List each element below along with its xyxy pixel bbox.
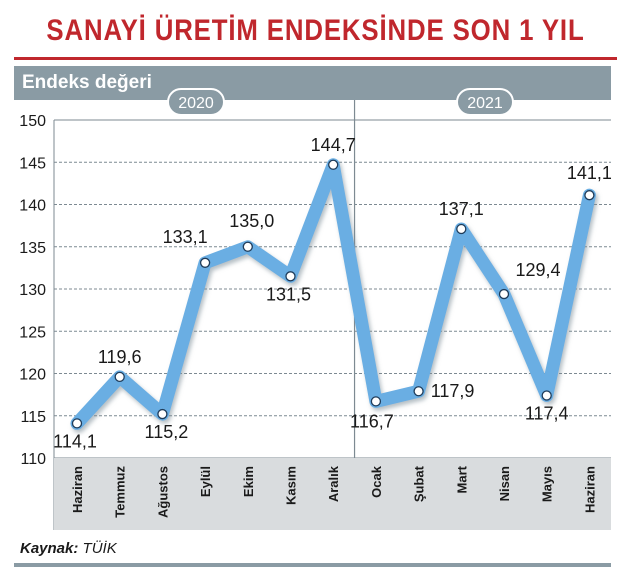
data-label: 141,1 (567, 163, 612, 183)
data-label: 131,5 (266, 284, 311, 304)
x-tick-label: Ocak (369, 465, 384, 498)
x-tick-label: Nisan (497, 466, 512, 501)
series-line (70, 158, 596, 430)
x-tick-label: Eylül (198, 466, 213, 497)
data-point (157, 408, 168, 420)
y-tick-label: 120 (19, 367, 46, 384)
data-points (71, 159, 595, 429)
source-note: Kaynak: TÜİK (20, 540, 117, 557)
x-tick-label: Mayıs (540, 466, 555, 502)
y-tick-label: 115 (20, 409, 46, 426)
data-label: 133,1 (163, 227, 208, 247)
x-tick-labels: Haziran Temmuz Ağustos Eylül Ekim Kasım Aralık… (70, 465, 597, 518)
source-label: Kaynak: (20, 540, 79, 557)
data-point (199, 257, 211, 268)
data-label: 137,1 (439, 199, 484, 219)
source-value: TÜİK (82, 540, 117, 557)
series-line-path (70, 158, 596, 430)
x-tick-label: Temmuz (113, 466, 128, 518)
year-pill (456, 88, 514, 116)
data-label: 119,6 (98, 347, 142, 367)
data-point (114, 371, 125, 383)
bottom-rule (14, 563, 611, 567)
x-tick-label: Mart (454, 465, 469, 493)
y-tick-label: 140 (19, 198, 46, 215)
year-pill (167, 88, 225, 116)
y-axis-label: Endeks değeri (22, 72, 152, 93)
data-point (370, 396, 382, 407)
y-tick-label: 135 (19, 240, 46, 257)
x-axis-band-bg (54, 458, 611, 530)
data-point (242, 241, 253, 252)
x-tick-label: Haziran (70, 466, 85, 513)
x-tick-label: Aralık (326, 465, 341, 502)
data-label: 114,1 (53, 431, 97, 451)
y-tick-label: 150 (19, 113, 46, 130)
x-tick-label: Kasım (284, 466, 299, 505)
chart-title: SANAYİ ÜRETİM ENDEKSİNDE SON 1 YIL (46, 14, 585, 47)
data-point (328, 159, 339, 170)
data-label: 116,7 (350, 411, 394, 431)
data-label: 117,4 (525, 403, 569, 423)
x-tick-label: Haziran (582, 466, 597, 513)
data-point (456, 223, 467, 235)
data-point (413, 386, 424, 397)
y-tick-label: 125 (19, 324, 46, 341)
data-label: 144,7 (311, 135, 356, 155)
x-tick-label: Ağustos (155, 466, 170, 518)
x-axis-band (54, 458, 611, 530)
data-label: 117,9 (431, 381, 475, 401)
y-tick-label: 145 (19, 155, 46, 172)
y-tick-label: 110 (20, 451, 46, 468)
data-point (71, 418, 83, 429)
data-label: 129,4 (515, 260, 560, 280)
data-label: 135,0 (229, 211, 274, 231)
y-tick-label: 130 (19, 282, 46, 299)
data-labels: 114,1 119,6 115,2 133,1 135,0 131,5 144,7 116,7… (53, 135, 612, 452)
title-underline (14, 57, 617, 60)
y-tick-labels: 110 115 120 125 130 135 140 145 150 (19, 113, 46, 468)
data-point (498, 288, 510, 300)
data-point (285, 271, 296, 282)
data-point (584, 190, 595, 201)
year-label: 2020 (178, 95, 214, 112)
year-markers: 2020 2021 (167, 88, 514, 458)
data-label: 115,2 (145, 422, 189, 442)
x-tick-label: Ekim (241, 466, 256, 497)
year-label: 2021 (467, 95, 503, 112)
data-point (541, 390, 552, 401)
x-tick-label: Şubat (412, 465, 427, 502)
